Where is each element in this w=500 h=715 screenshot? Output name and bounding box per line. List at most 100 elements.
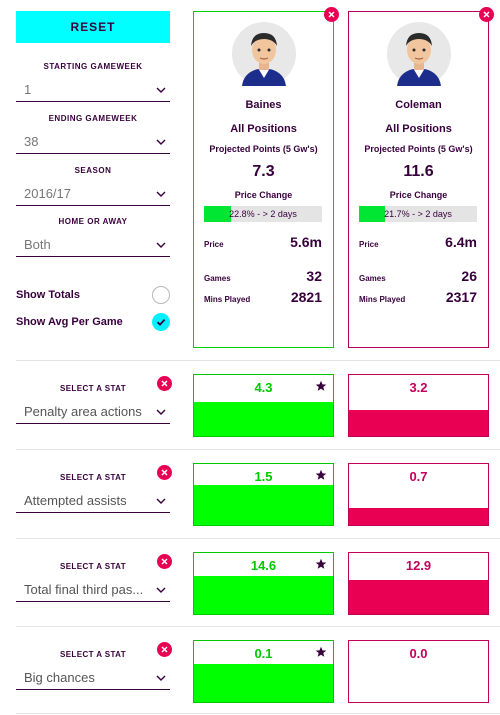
- stat-value-box-right: 0.7: [348, 463, 489, 526]
- mins-label: Mins Played: [204, 295, 251, 304]
- home-or-away-value: Both: [24, 237, 51, 252]
- close-icon: [161, 558, 168, 565]
- ending-gameweek-label: ENDING GAMEWEEK: [48, 114, 138, 123]
- ending-gameweek-value: 38: [24, 134, 39, 149]
- stat-value-box-right: 12.9: [348, 552, 489, 615]
- price-label: Price: [204, 240, 224, 249]
- stat-divider: [16, 449, 500, 450]
- remove-stat-button[interactable]: [157, 554, 172, 569]
- chevron-down-icon: [156, 675, 166, 681]
- close-icon: [161, 380, 168, 387]
- stat-value-left: 14.6: [250, 558, 277, 573]
- mins-value: 2317: [445, 289, 477, 305]
- close-icon: [328, 11, 335, 18]
- games-row: Games 32: [204, 268, 322, 284]
- player-positions: All Positions: [385, 123, 452, 135]
- stat-divider: [16, 360, 500, 361]
- star-icon: [315, 557, 327, 569]
- chevron-down-icon: [156, 587, 166, 593]
- stat-value-right: 12.9: [405, 558, 432, 573]
- season-value: 2016/17: [24, 186, 71, 201]
- show-totals-toggle[interactable]: Show Totals: [16, 285, 170, 305]
- stat-select-value: Penalty area actions: [24, 404, 142, 419]
- chevron-down-icon: [156, 242, 166, 248]
- show-totals-label: Show Totals: [16, 289, 80, 301]
- price-row: Price 5.6m: [204, 234, 322, 250]
- star-icon: [315, 645, 327, 657]
- price-value: 5.6m: [290, 234, 322, 250]
- price-change-text: 21.7% - > 2 days: [384, 209, 452, 219]
- stat-select-label: SELECT A STAT: [59, 650, 127, 659]
- projected-points-value: 11.6: [403, 163, 434, 180]
- player-positions: All Positions: [230, 123, 297, 135]
- mins-row: Mins Played 2317: [359, 289, 477, 305]
- checkmark-icon: [156, 318, 166, 326]
- price-change-fill: [359, 206, 385, 222]
- remove-stat-button[interactable]: [157, 642, 172, 657]
- chevron-down-icon: [156, 409, 166, 415]
- stat-select-label: SELECT A STAT: [59, 562, 127, 571]
- stat-value-box-left: 0.1: [193, 640, 334, 703]
- games-value: 26: [461, 268, 477, 284]
- stat-divider: [16, 713, 500, 714]
- starting-gameweek-select[interactable]: 1: [16, 78, 170, 102]
- starting-gameweek-value: 1: [24, 82, 32, 97]
- stat-value-right: 3.2: [409, 380, 428, 395]
- stat-bar-right: [349, 410, 488, 436]
- starting-gameweek-label: STARTING GAMEWEEK: [43, 62, 143, 71]
- stat-value-left: 0.1: [254, 646, 273, 661]
- season-select[interactable]: 2016/17: [16, 182, 170, 206]
- reset-button[interactable]: RESET: [16, 11, 170, 43]
- mins-row: Mins Played 2821: [204, 289, 322, 305]
- ending-gameweek-select[interactable]: 38: [16, 130, 170, 154]
- home-or-away-select[interactable]: Both: [16, 233, 170, 257]
- show-totals-radio[interactable]: [152, 286, 170, 304]
- stat-value-left: 1.5: [254, 469, 273, 484]
- price-change-label: Price Change: [234, 190, 293, 200]
- games-label: Games: [204, 274, 231, 283]
- games-label: Games: [359, 274, 386, 283]
- stat-bar-left: [194, 402, 333, 436]
- player-name: Coleman: [395, 99, 442, 111]
- projected-points-label: Projected Points (5 Gw's): [364, 144, 473, 154]
- price-row: Price 6.4m: [359, 234, 477, 250]
- home-or-away-label: HOME OR AWAY: [58, 217, 128, 226]
- remove-stat-button[interactable]: [157, 465, 172, 480]
- stat-select[interactable]: Big chances: [16, 666, 170, 690]
- stat-select-value: Attempted assists: [24, 493, 127, 508]
- show-avg-toggle[interactable]: Show Avg Per Game: [16, 312, 170, 332]
- stat-value-box-left: 1.5: [193, 463, 334, 526]
- chevron-down-icon: [156, 87, 166, 93]
- stat-bar-right: [349, 579, 488, 614]
- price-change-text: 22.8% - > 2 days: [229, 209, 297, 219]
- player-card-baines: Baines All Positions Projected Points (5…: [193, 11, 334, 348]
- player-avatar: [232, 22, 296, 86]
- games-row: Games 26: [359, 268, 477, 284]
- show-avg-radio[interactable]: [152, 313, 170, 331]
- star-icon: [315, 468, 327, 480]
- stat-bar-left: [194, 484, 333, 525]
- close-icon: [161, 469, 168, 476]
- stat-divider: [16, 538, 500, 539]
- chevron-down-icon: [156, 191, 166, 197]
- stat-value-right: 0.7: [409, 469, 428, 484]
- stat-value-box-right: 3.2: [348, 374, 489, 437]
- stat-select-label: SELECT A STAT: [59, 473, 127, 482]
- price-change-label: Price Change: [389, 190, 448, 200]
- stat-select-label: SELECT A STAT: [59, 384, 127, 393]
- star-icon: [315, 379, 327, 391]
- stat-select[interactable]: Attempted assists: [16, 489, 170, 513]
- stat-value-box-left: 4.3: [193, 374, 334, 437]
- stat-select[interactable]: Penalty area actions: [16, 400, 170, 424]
- games-value: 32: [306, 268, 322, 284]
- price-value: 6.4m: [445, 234, 477, 250]
- player-avatar: [387, 22, 451, 86]
- stat-select[interactable]: Total final third pas...: [16, 578, 170, 602]
- mins-value: 2821: [290, 289, 322, 305]
- remove-player-baines-button[interactable]: [324, 7, 339, 22]
- remove-stat-button[interactable]: [157, 376, 172, 391]
- remove-player-coleman-button[interactable]: [479, 7, 494, 22]
- stat-value-right: 0.0: [409, 646, 428, 661]
- chevron-down-icon: [156, 498, 166, 504]
- player-card-coleman: Coleman All Positions Projected Points (…: [348, 11, 489, 348]
